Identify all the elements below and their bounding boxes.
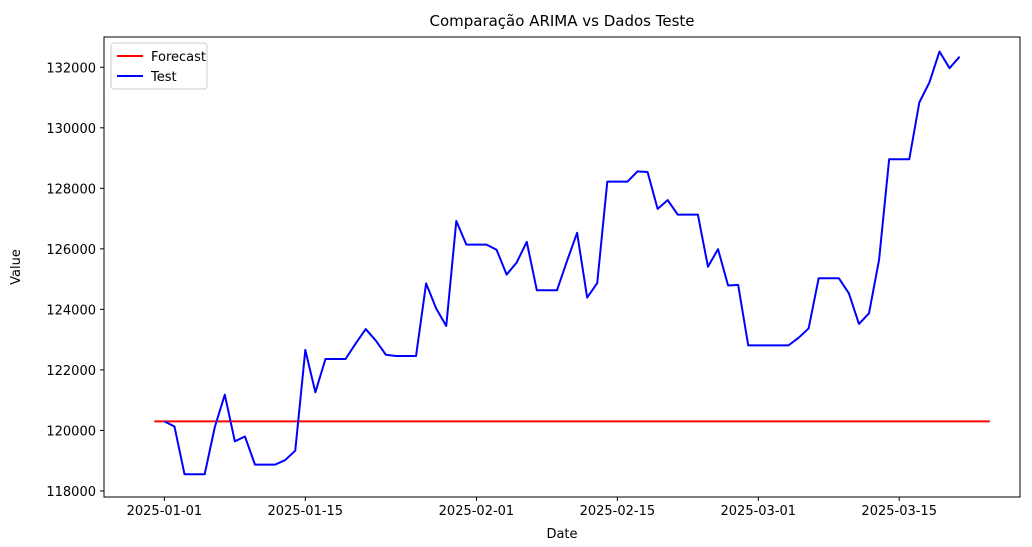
x-axis-title: Date bbox=[546, 527, 577, 542]
y-tick-label-6: 130000 bbox=[46, 122, 96, 137]
legend-box bbox=[110, 42, 208, 90]
legend-label-test: Test bbox=[150, 70, 177, 85]
y-axis: 118000 120000 122000 124000 126000 128000 1300… bbox=[46, 61, 104, 500]
x-tick-label-5: 2025-03-15 bbox=[861, 504, 937, 519]
y-tick-label-2: 122000 bbox=[46, 364, 96, 379]
x-tick-label-0: 2025-01-01 bbox=[127, 504, 203, 519]
plot-frame bbox=[103, 36, 1021, 498]
y-tick-label-1: 120000 bbox=[46, 424, 96, 439]
chart-title: Comparação ARIMA vs Dados Teste bbox=[429, 12, 694, 30]
y-axis-title: Value bbox=[9, 249, 24, 285]
x-tick-label-4: 2025-03-01 bbox=[721, 504, 797, 519]
y-tick-label-3: 124000 bbox=[46, 303, 96, 318]
y-tick-label-4: 126000 bbox=[46, 243, 96, 258]
legend: Forecast Test bbox=[110, 42, 208, 90]
x-tick-label-1: 2025-01-15 bbox=[268, 504, 344, 519]
y-tick-label-0: 118000 bbox=[46, 485, 96, 500]
y-tick-label-5: 128000 bbox=[46, 182, 96, 197]
plot-lines bbox=[154, 50, 990, 476]
x-axis: 2025-01-01 2025-01-15 2025-02-01 2025-02-15… bbox=[127, 497, 937, 519]
x-tick-label-2: 2025-02-01 bbox=[439, 504, 515, 519]
y-tick-label-7: 132000 bbox=[46, 61, 96, 76]
legend-label-forecast: Forecast bbox=[151, 50, 206, 65]
series-line-test bbox=[163, 50, 961, 476]
x-tick-label-3: 2025-02-15 bbox=[580, 504, 656, 519]
